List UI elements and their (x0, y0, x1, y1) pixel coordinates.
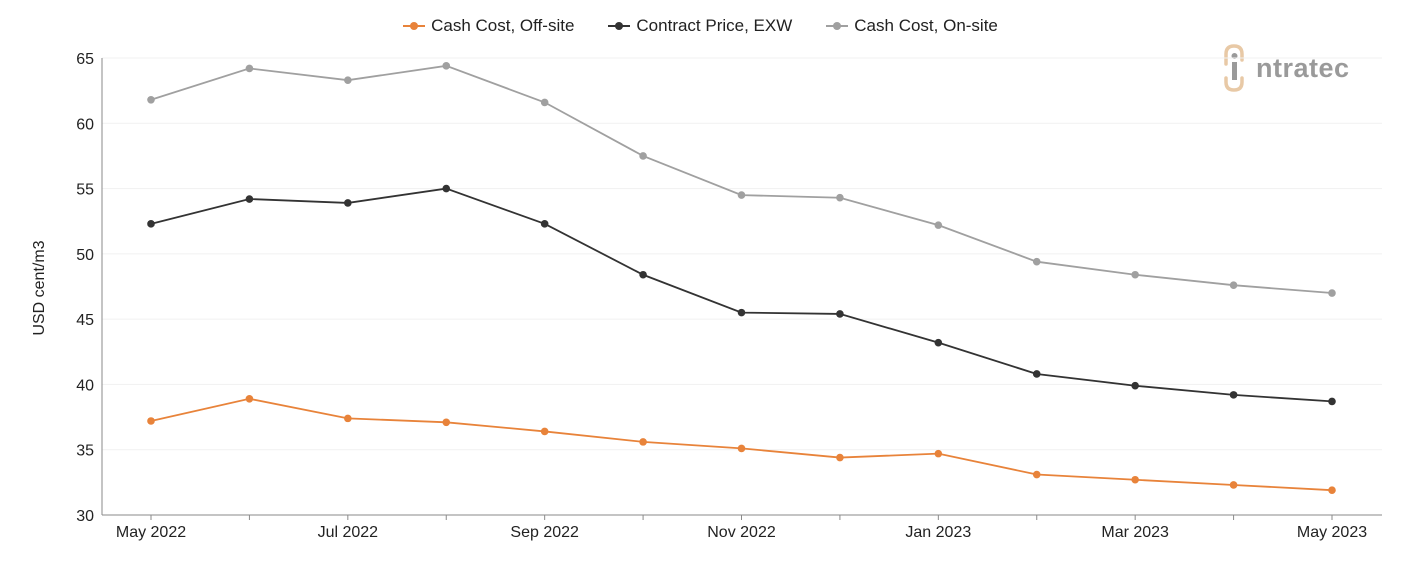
y-tick-label: 35 (76, 443, 94, 460)
data-point (1328, 486, 1336, 494)
series-line-1 (150, 187, 1333, 403)
y-tick-label: 30 (76, 508, 94, 525)
legend-marker-icon (826, 20, 849, 32)
series-line-2 (150, 64, 1333, 294)
logo-mark-icon (1224, 44, 1244, 92)
data-point (1229, 391, 1238, 399)
data-point (1032, 470, 1041, 479)
intratec-logo: ntratec (1222, 42, 1350, 94)
y-axis-label: USD cent/m3 (31, 240, 48, 336)
data-point (1328, 397, 1336, 406)
y-tick-label: 55 (76, 182, 94, 199)
y-tick-label: 40 (76, 377, 94, 394)
legend-marker-icon (403, 20, 426, 32)
data-point (1032, 257, 1041, 266)
x-tick-label: Nov 2022 (707, 524, 776, 541)
data-point (344, 76, 352, 84)
y-tick-label: 45 (76, 312, 94, 329)
data-point (836, 310, 844, 318)
data-point (540, 427, 549, 436)
data-point (934, 449, 943, 458)
legend-item-1: Contract Price, EXW (608, 16, 792, 36)
legend: Cash Cost, Off-site Contract Price, EXW Ca… (0, 16, 1401, 36)
data-point (147, 220, 155, 228)
data-point (442, 418, 451, 427)
legend-marker-icon (608, 20, 631, 32)
data-point (344, 414, 352, 423)
x-tick-label: May 2022 (116, 524, 186, 541)
logo-text: ntratec (1256, 52, 1350, 83)
grid-lines (102, 57, 1382, 451)
data-point (1131, 270, 1139, 279)
data-point (836, 453, 844, 462)
data-point (147, 417, 155, 425)
x-tick-labels: May 2022 Jul 2022 Sep 2022 Nov 2022 Jan 2023… (116, 524, 1367, 541)
data-point (245, 64, 254, 73)
series-group (147, 62, 1336, 494)
data-point (540, 220, 549, 228)
x-tick-label: Mar 2023 (1101, 524, 1169, 541)
x-tick-label: May 2023 (1297, 524, 1367, 541)
legend-item-0: Cash Cost, Off-site (403, 16, 574, 36)
data-point (245, 394, 254, 403)
data-point (442, 184, 451, 193)
y-tick-label: 50 (76, 247, 94, 264)
legend-label: Contract Price, EXW (636, 16, 793, 35)
data-point (1229, 281, 1238, 289)
data-point (639, 438, 647, 446)
legend-label: Cash Cost, Off-site (431, 16, 575, 35)
x-tick-label: Jan 2023 (905, 524, 971, 541)
y-tick-labels: 30 35 40 45 50 55 60 65 (76, 51, 94, 525)
axes (101, 58, 1382, 520)
data-point (639, 152, 647, 160)
data-point (1328, 289, 1336, 297)
data-point (737, 444, 746, 453)
data-point (836, 193, 844, 202)
data-point (245, 195, 254, 203)
data-point (737, 191, 746, 199)
legend-item-2: Cash Cost, On-site (826, 16, 998, 36)
data-point (344, 199, 352, 207)
y-tick-label: 60 (76, 116, 94, 133)
data-point (1032, 370, 1041, 378)
data-point (639, 270, 647, 279)
data-point (1131, 381, 1139, 390)
data-point (934, 221, 943, 229)
series-line-0 (150, 397, 1333, 492)
x-tick-label: Jul 2022 (318, 524, 379, 541)
data-point (1131, 475, 1139, 484)
y-tick-label: 65 (76, 51, 94, 68)
data-point (540, 98, 549, 107)
legend-label: Cash Cost, On-site (854, 16, 998, 35)
data-point (147, 95, 155, 104)
data-point (1229, 481, 1238, 489)
x-tick-label: Sep 2022 (510, 524, 579, 541)
data-point (737, 308, 746, 317)
data-point (934, 338, 943, 347)
data-point (442, 62, 451, 70)
